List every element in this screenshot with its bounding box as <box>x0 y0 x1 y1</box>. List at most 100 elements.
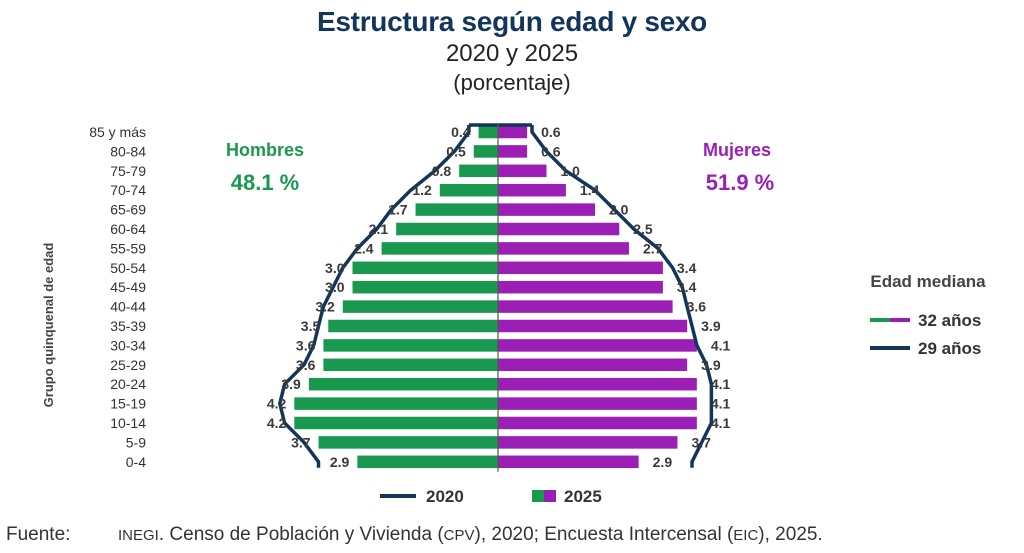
source-text-2: ), 2020; Encuesta Intercensal ( <box>474 524 734 545</box>
value-label-mujeres: 3.9 <box>701 318 721 334</box>
source-inegi: INEGI <box>118 527 159 544</box>
value-label-hombres: 4.2 <box>267 396 287 412</box>
bar-hombres <box>352 280 498 294</box>
value-label-hombres: 3.6 <box>296 357 316 373</box>
age-group-label: 65-69 <box>110 202 146 218</box>
bar-hombres <box>478 125 498 139</box>
source-text-3: ), 2025. <box>758 524 823 545</box>
value-label-hombres: 2.1 <box>369 221 389 237</box>
value-label-hombres: 3.0 <box>325 260 345 276</box>
bar-hombres <box>323 358 498 372</box>
bar-mujeres <box>498 145 528 158</box>
hombres-total: 48.1 % <box>231 170 300 195</box>
bar-hombres <box>439 183 498 197</box>
bar-mujeres <box>498 125 528 139</box>
bar-hombres <box>323 339 498 352</box>
value-label-hombres: 4.2 <box>267 415 287 431</box>
source-eic: EIC <box>733 527 759 544</box>
legend-2025-label: 2025 <box>564 487 602 506</box>
bar-mujeres <box>498 222 620 236</box>
bar-mujeres <box>498 455 639 469</box>
bar-hombres <box>328 319 498 333</box>
bar-hombres <box>352 261 498 275</box>
value-label-mujeres: 4.1 <box>711 415 731 431</box>
value-label-mujeres: 3.7 <box>691 434 711 450</box>
mujeres-label: Mujeres <box>703 140 771 160</box>
age-group-label: 80-84 <box>110 143 146 159</box>
source-text-1: . Censo de Población y Vivienda ( <box>158 524 444 545</box>
bar-hombres <box>473 145 498 158</box>
bar-hombres <box>381 242 498 255</box>
value-label-mujeres: 3.4 <box>677 260 697 276</box>
value-label-hombres: 0.4 <box>451 124 471 140</box>
y-axis-label: Grupo quinquenal de edad <box>41 243 56 408</box>
bar-mujeres <box>498 280 663 294</box>
chart-unit-note: (porcentaje) <box>453 70 571 95</box>
source-note: Fuente: INEGI. Censo de Población y Vivie… <box>6 524 823 546</box>
value-label-mujeres: 3.6 <box>687 299 707 315</box>
legend-2025-swatch-green <box>532 490 544 502</box>
age-group-label: 15-19 <box>110 396 146 412</box>
age-group-labels: 85 y más 80-84 75-79 70-74 65-69 60-64 55-59 50… <box>89 124 146 470</box>
value-label-hombres: 3.5 <box>301 318 321 334</box>
bar-mujeres <box>498 300 673 313</box>
value-label-hombres: 3.6 <box>296 337 316 353</box>
bar-mujeres <box>498 164 547 178</box>
value-label-hombres: 1.7 <box>388 202 408 218</box>
value-label-hombres: 0.5 <box>446 143 466 159</box>
bar-hombres <box>415 203 498 216</box>
source-cpv: CPV <box>443 527 475 544</box>
mujeres-value-labels: 0.60.61.01.42.02.52.73.43.43.63.94.13.94… <box>541 124 730 470</box>
chart-subtitle: 2020 y 2025 <box>445 40 579 67</box>
age-group-label: 75-79 <box>110 163 146 179</box>
value-label-hombres: 1.2 <box>412 182 432 198</box>
population-pyramid: 85 y más 80-84 75-79 70-74 65-69 60-64 55-59 50… <box>41 123 986 506</box>
bar-mujeres <box>498 397 697 410</box>
age-group-label: 10-14 <box>110 415 146 431</box>
age-group-label: 20-24 <box>110 376 146 392</box>
bar-mujeres <box>498 377 697 391</box>
value-label-hombres: 3.7 <box>291 434 311 450</box>
bar-hombres <box>357 455 498 469</box>
value-label-hombres: 0.8 <box>432 163 452 179</box>
value-label-mujeres: 1.4 <box>580 182 600 198</box>
legend-2025-swatch-purple <box>544 490 556 502</box>
value-label-mujeres: 2.7 <box>643 240 663 256</box>
median-label-2: 29 años <box>918 339 981 358</box>
chart-title: Estructura según edad y sexo <box>317 6 707 37</box>
hombres-value-labels: 0.4 0.5 0.81.21.7 2.1 2.4 3.0 3.0 3.2 3.5 3.6 3.6 3… <box>267 124 471 470</box>
value-label-hombres: 2.4 <box>354 240 374 256</box>
age-group-label: 60-64 <box>110 221 146 237</box>
bar-mujeres <box>498 242 629 255</box>
age-group-label: 0-4 <box>126 454 146 470</box>
value-label-mujeres: 3.4 <box>677 279 697 295</box>
age-group-label: 85 y más <box>89 124 146 140</box>
hombres-bars <box>294 125 498 469</box>
bar-hombres <box>308 377 498 391</box>
bar-hombres <box>459 164 498 178</box>
source-label: Fuente: <box>6 524 71 545</box>
value-label-mujeres: 1.0 <box>561 163 581 179</box>
median-legend-title: Edad mediana <box>870 272 986 291</box>
bar-hombres <box>294 397 498 410</box>
value-label-hombres: 3.2 <box>315 299 335 315</box>
outline-2020-mujeres <box>530 125 714 468</box>
hombres-label: Hombres <box>226 140 304 160</box>
value-label-mujeres: 3.9 <box>701 357 721 373</box>
value-label-mujeres: 4.1 <box>711 337 731 353</box>
value-label-mujeres: 4.1 <box>711 396 731 412</box>
bar-mujeres <box>498 358 688 372</box>
bar-hombres <box>318 436 498 449</box>
value-label-mujeres: 2.0 <box>609 202 629 218</box>
value-label-hombres: 2.9 <box>330 454 350 470</box>
bar-hombres <box>342 300 498 313</box>
age-group-label: 55-59 <box>110 240 146 256</box>
age-group-label: 30-34 <box>110 337 146 353</box>
value-label-hombres: 3.9 <box>281 376 301 392</box>
bar-mujeres <box>498 183 566 197</box>
age-group-label: 50-54 <box>110 260 146 276</box>
legend-2020-label: 2020 <box>426 487 464 506</box>
outline-2020 <box>278 123 714 468</box>
mujeres-total: 51.9 % <box>706 170 775 195</box>
outline-2020-hombres <box>278 125 471 468</box>
